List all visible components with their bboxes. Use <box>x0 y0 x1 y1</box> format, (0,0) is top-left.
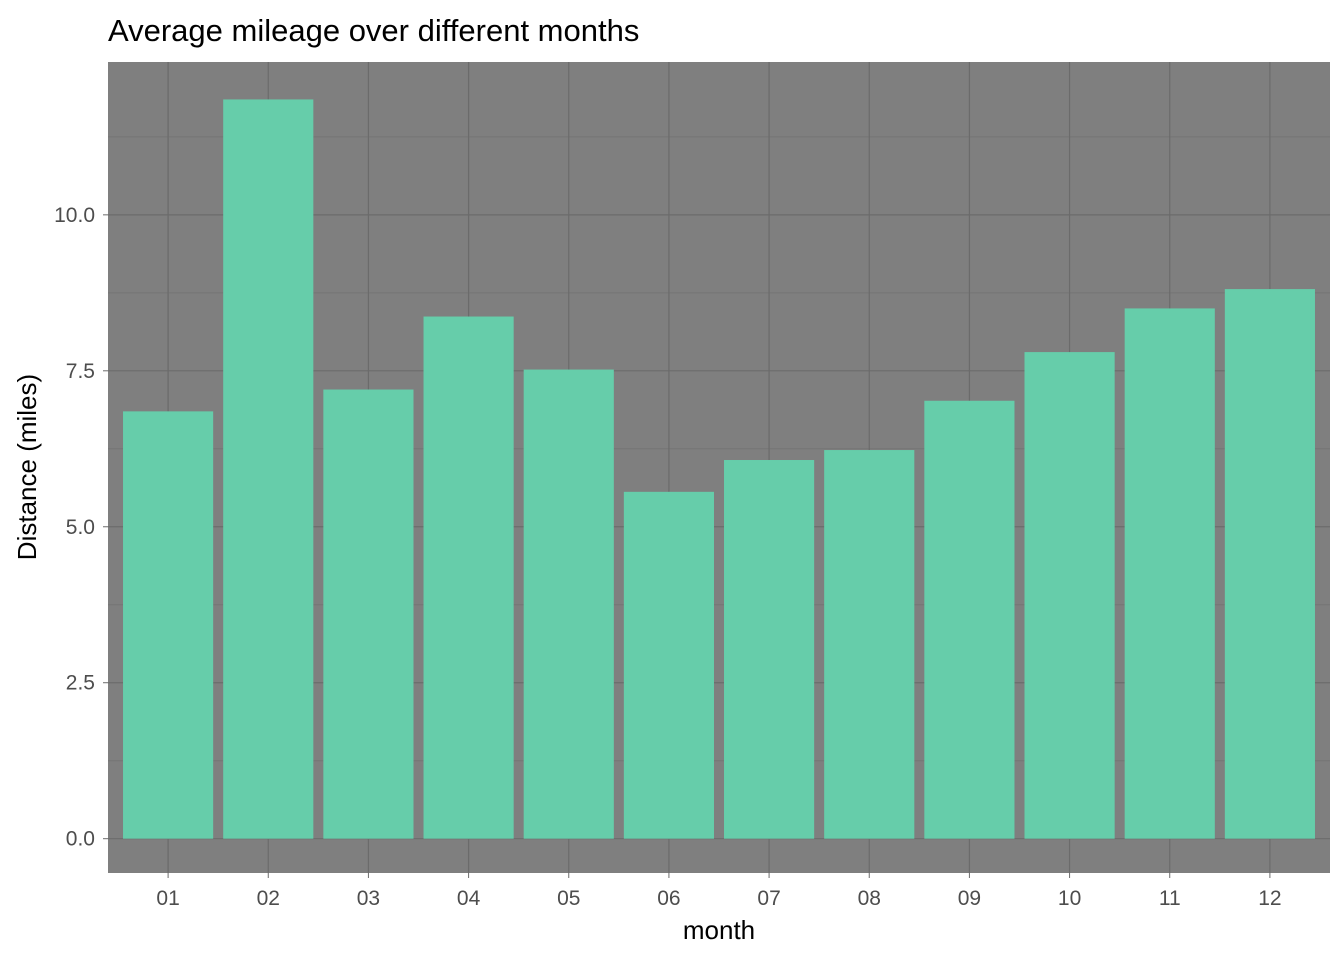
x-tick-label: 05 <box>557 887 580 910</box>
y-tick-label: 2.5 <box>66 672 95 695</box>
x-tick-label: 03 <box>357 887 380 910</box>
bar-12 <box>1224 289 1315 839</box>
bar-10 <box>1024 352 1115 839</box>
bar-11 <box>1124 308 1215 839</box>
x-tick-label: 06 <box>657 887 680 910</box>
bar-08 <box>824 450 915 839</box>
x-tick-label: 09 <box>958 887 981 910</box>
y-tick-label: 0.0 <box>66 828 95 851</box>
bar-09 <box>924 400 1015 839</box>
bar-02 <box>223 99 314 839</box>
x-tick-label: 12 <box>1258 887 1281 910</box>
x-tick-label: 07 <box>757 887 780 910</box>
bar-07 <box>724 460 815 839</box>
y-tick-label: 10.0 <box>54 204 95 227</box>
bar-06 <box>623 491 714 839</box>
bar-01 <box>123 411 214 839</box>
x-tick-label: 08 <box>858 887 881 910</box>
x-tick-label: 11 <box>1159 887 1181 910</box>
y-tick-label: 5.0 <box>66 516 95 539</box>
x-axis-title: month <box>683 915 755 945</box>
bar-04 <box>423 316 514 839</box>
y-tick-label: 7.5 <box>66 360 95 383</box>
y-axis-title: Distance (miles) <box>12 374 42 560</box>
bar-05 <box>523 369 614 839</box>
x-axis-ticks: 01 02 03 04 05 06 07 08 09 10 11 12 <box>156 873 1282 910</box>
x-tick-label: 04 <box>457 887 481 910</box>
bar-03 <box>323 389 414 839</box>
bars <box>123 99 1315 839</box>
chart-title: Average mileage over different months <box>108 13 639 48</box>
x-tick-label: 10 <box>1058 887 1081 910</box>
x-tick-label: 01 <box>156 887 179 910</box>
y-axis-ticks: 0.0 2.5 5.0 7.5 10.0 <box>54 204 108 851</box>
x-tick-label: 02 <box>257 887 280 910</box>
